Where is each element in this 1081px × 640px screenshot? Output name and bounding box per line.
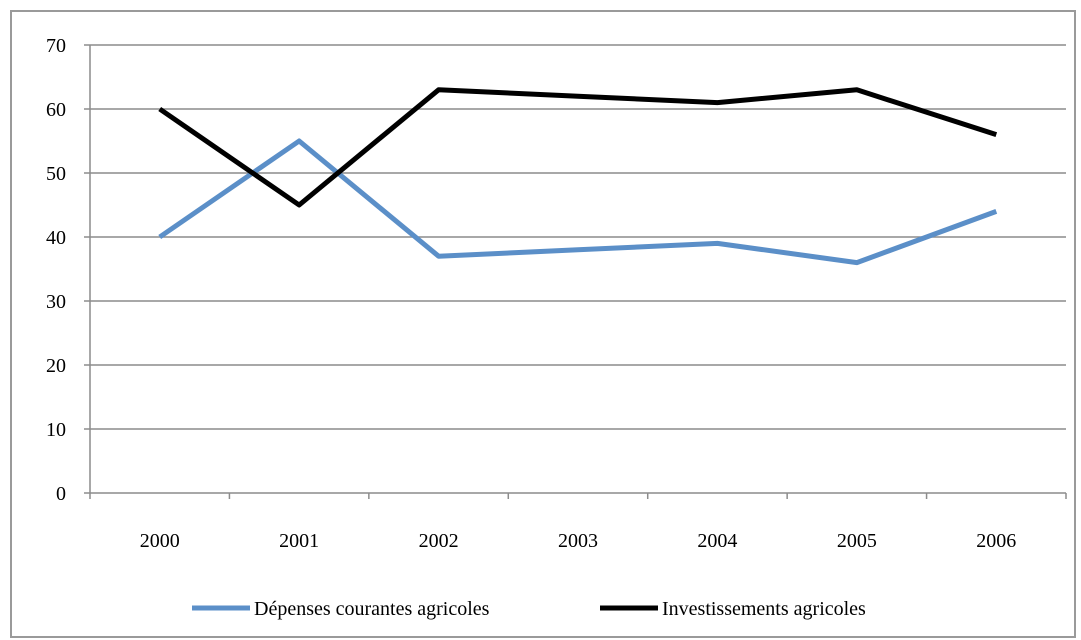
- y-tick-label-60: 60: [46, 99, 66, 121]
- series-line-1: [158, 138, 998, 266]
- x-tick-label-2000: 2000: [140, 530, 180, 552]
- y-tick-label-40: 40: [46, 227, 66, 249]
- x-tick-label-2002: 2002: [419, 530, 459, 552]
- x-tick-label-2004: 2004: [697, 530, 737, 552]
- legend: Dépenses courantes agricoles Investisseme…: [192, 598, 866, 620]
- y-tick-label-70: 70: [46, 35, 66, 57]
- x-tick-label-2006: 2006: [976, 530, 1016, 552]
- x-tick-label-2005: 2005: [837, 530, 877, 552]
- x-tick-label-2001: 2001: [279, 530, 319, 552]
- y-tick-label-10: 10: [46, 419, 66, 441]
- legend-label-2: Investissements agricoles: [662, 598, 866, 620]
- x-tick-labels: 2000 2001 2002 2003 2004 2005 2006: [140, 530, 1017, 552]
- y-tick-label-50: 50: [46, 163, 66, 185]
- y-tick-labels: 0 10 20 30 40 50 60 70: [46, 35, 66, 505]
- series-line-2: [158, 87, 998, 208]
- x-tick-label-2003: 2003: [558, 530, 598, 552]
- y-tick-label-30: 30: [46, 291, 66, 313]
- y-tick-label-20: 20: [46, 355, 66, 377]
- y-tick-label-0: 0: [56, 483, 66, 505]
- chart-frame: [10, 10, 1076, 638]
- series-lines: [158, 87, 998, 266]
- axes: [84, 44, 1067, 499]
- legend-label-1: Dépenses courantes agricoles: [254, 598, 490, 620]
